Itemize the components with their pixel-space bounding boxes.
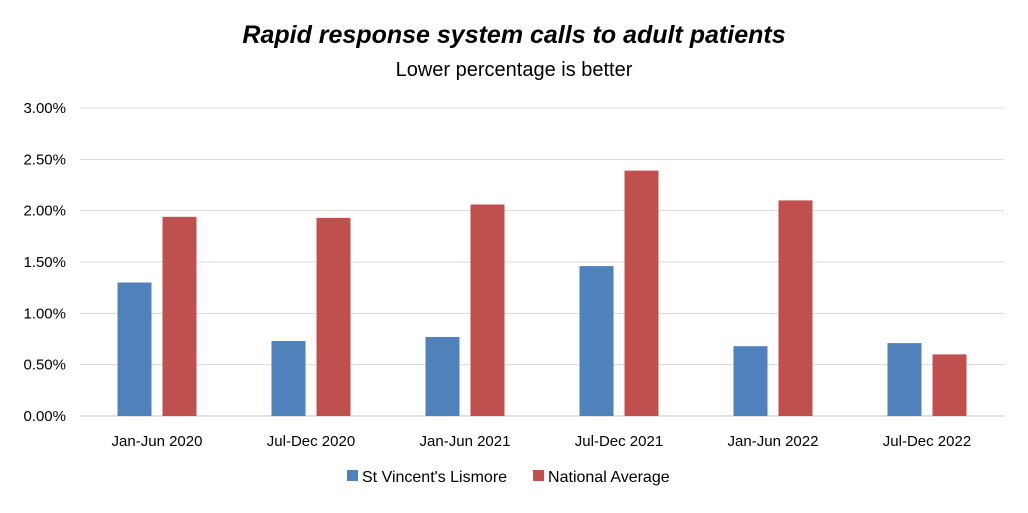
y-tick-label: 0.50% [23, 357, 66, 374]
bar [624, 170, 659, 416]
bar [316, 217, 351, 416]
legend-swatch [533, 470, 545, 481]
y-tick-label: 1.50% [23, 254, 66, 271]
y-tick-label: 0.00% [23, 408, 66, 425]
x-tick-label: Jan-Jun 2021 [420, 433, 511, 450]
bars [117, 170, 967, 416]
bar [778, 200, 813, 416]
x-tick-label: Jan-Jun 2020 [112, 433, 203, 450]
legend-label: National Average [548, 469, 670, 486]
gridlines [80, 107, 1004, 417]
x-tick-label: Jul-Dec 2021 [575, 433, 663, 450]
legend-swatch [347, 470, 358, 481]
y-axis: 0.00% 0.50% 1.00% 1.50% 2.00% 2.50% 3.00% [23, 100, 66, 425]
bar [733, 346, 768, 416]
y-tick-label: 2.00% [23, 203, 66, 220]
bar [579, 266, 614, 416]
bar [932, 354, 967, 416]
x-axis: Jan-Jun 2020 Jul-Dec 2020 Jan-Jun 2021 Jul-… [112, 433, 972, 450]
bar [162, 216, 197, 416]
chart-subtitle: Lower percentage is better [396, 59, 633, 81]
bar [470, 204, 505, 416]
bar [271, 341, 306, 416]
y-tick-label: 1.00% [23, 305, 66, 322]
legend: St Vincent's Lismore National Average [347, 469, 670, 486]
x-tick-label: Jul-Dec 2022 [883, 433, 971, 450]
y-tick-label: 3.00% [23, 100, 66, 117]
bar [887, 343, 922, 416]
x-tick-label: Jul-Dec 2020 [267, 433, 355, 450]
x-tick-label: Jan-Jun 2022 [728, 433, 819, 450]
legend-label: St Vincent's Lismore [362, 469, 507, 486]
bar [425, 336, 460, 416]
bar [117, 282, 152, 416]
y-tick-label: 2.50% [23, 151, 66, 168]
chart-title: Rapid response system calls to adult pat… [242, 21, 785, 49]
